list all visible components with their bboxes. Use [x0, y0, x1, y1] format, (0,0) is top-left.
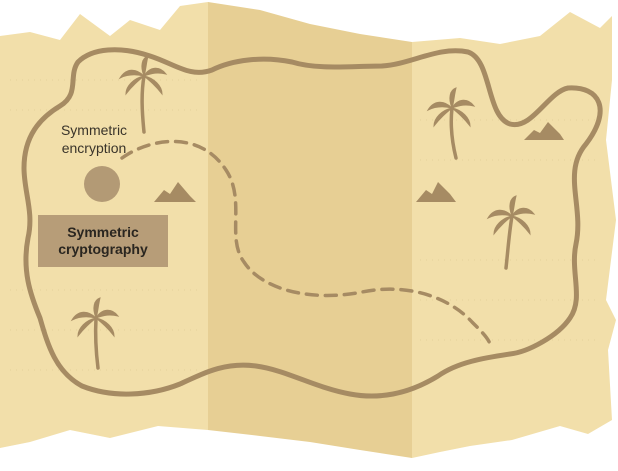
palm-tree-icon [426, 87, 476, 160]
marker-label: Symmetric encryption [60, 122, 128, 156]
map-title-box [38, 215, 168, 267]
treasure-trail [120, 139, 492, 346]
palm-tree-icon [70, 297, 120, 370]
mountain-icon [416, 182, 456, 202]
mountain-icon [524, 122, 564, 140]
mountain-icon [154, 182, 196, 202]
map-title: Symmetric cryptography [58, 224, 148, 257]
palm-tree-icon [118, 55, 168, 134]
island-coastline [21, 47, 603, 399]
start-marker [84, 166, 120, 202]
palm-tree-icon [486, 195, 536, 270]
map-panel-right [412, 12, 616, 458]
map-panel-middle [208, 2, 412, 458]
